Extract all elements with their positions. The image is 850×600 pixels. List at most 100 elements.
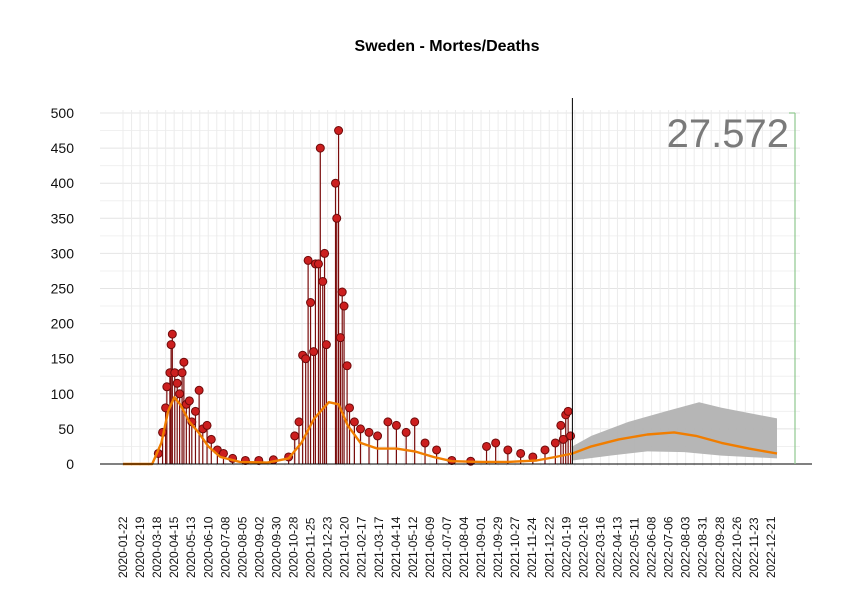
y-tick-label: 450 [51,140,75,156]
daily-deaths-point [410,417,420,427]
daily-deaths-point [170,368,180,378]
daily-deaths-point [321,340,331,350]
y-tick-label: 200 [51,316,75,332]
daily-deaths-point [503,445,513,455]
daily-deaths-point [355,424,365,434]
daily-deaths-point [349,417,359,427]
daily-deaths-point [166,340,176,350]
daily-deaths-point [373,431,383,441]
daily-deaths-point [432,445,442,455]
daily-deaths-point [294,417,304,427]
x-axis-ticks: 2020-01-22 2020-02-19 2020-03-18 2020-04-15… [116,516,778,578]
x-tick-label: 2022-01-19 [559,516,573,578]
daily-deaths-point [290,431,300,441]
daily-deaths-stems [157,130,572,464]
y-tick-label: 250 [51,281,75,297]
total-annotation: 27.572 [667,112,789,156]
y-tick-label: 100 [51,386,75,402]
x-tick-label: 2020-10-28 [287,516,301,578]
daily-deaths-point [315,143,325,153]
daily-deaths-point [563,406,573,416]
x-tick-label: 2022-11-23 [747,517,761,578]
x-tick-label: 2020-08-05 [235,516,249,578]
y-tick-label: 0 [66,456,74,472]
x-tick-label: 2021-01-20 [338,516,352,578]
x-tick-label: 2022-10-26 [730,516,744,578]
x-tick-label: 2020-04-15 [167,516,181,578]
daily-deaths-point [391,420,401,430]
daily-deaths-point [556,420,566,430]
x-tick-label: 2022-08-03 [679,516,693,578]
axes [100,98,812,465]
daily-deaths-point [482,441,492,451]
x-tick-label: 2021-09-01 [474,516,488,578]
x-tick-label: 2021-07-07 [440,516,454,578]
daily-deaths-point [313,259,323,269]
x-tick-label: 2021-09-29 [491,516,505,578]
x-tick-label: 2022-09-28 [713,516,727,578]
daily-deaths-point [177,368,187,378]
daily-deaths-point [516,448,526,458]
daily-deaths-point [206,434,216,444]
daily-deaths-point [303,255,313,265]
daily-deaths-point [306,298,316,308]
y-tick-label: 500 [51,105,75,121]
daily-deaths-point [566,431,576,441]
x-tick-label: 2021-12-22 [542,516,556,578]
x-tick-label: 2022-07-06 [662,516,676,578]
daily-deaths-point [339,301,349,311]
x-tick-label: 2022-12-21 [764,516,778,578]
daily-deaths-point [179,357,189,367]
daily-deaths-point [420,438,430,448]
x-tick-label: 2020-11-25 [304,517,318,578]
x-tick-label: 2021-10-27 [508,516,522,578]
x-tick-label: 2021-04-14 [389,516,403,578]
daily-deaths-point [172,378,182,388]
y-axis-ticks: 0 50 100 150 200 250 300 350 400 450 500 [51,105,75,472]
grid [100,110,800,466]
x-tick-label: 2021-02-17 [355,516,369,578]
x-tick-label: 2021-08-04 [457,516,471,578]
x-tick-label: 2021-03-17 [372,516,386,578]
x-tick-label: 2022-03-16 [593,516,607,578]
smoothed-trend-line [123,396,778,466]
daily-deaths-point [337,287,347,297]
daily-deaths-point [162,382,172,392]
daily-deaths-point [342,361,352,371]
daily-deaths-point [167,329,177,339]
x-tick-label: 2020-07-08 [218,516,232,578]
daily-deaths-point [335,333,345,343]
x-tick-label: 2022-02-16 [576,516,590,578]
y-tick-label: 400 [51,175,75,191]
chart-title: Sweden - Mortes/Deaths [354,38,540,55]
daily-deaths-point [331,178,341,188]
daily-deaths-point [301,354,311,364]
daily-deaths-point [175,389,185,399]
x-tick-label: 2022-05-11 [628,517,642,578]
daily-deaths-point [309,347,319,357]
y-tick-label: 350 [51,210,75,226]
smoothed-trend-path [123,396,778,466]
daily-deaths-point [318,276,328,286]
daily-deaths-point [190,406,200,416]
daily-deaths-point [332,213,342,223]
daily-deaths-points [153,126,576,466]
x-tick-label: 2020-09-30 [269,516,283,578]
daily-deaths-point [194,385,204,395]
y-tick-label: 50 [58,421,74,437]
daily-deaths-point [320,248,330,258]
daily-deaths-point [540,445,550,455]
x-tick-label: 2022-06-08 [645,516,659,578]
x-tick-label: 2021-11-24 [525,517,539,578]
x-tick-label: 2022-04-13 [610,516,624,578]
daily-deaths-point [491,438,501,448]
daily-deaths-point [202,420,212,430]
daily-deaths-point [550,438,560,448]
x-tick-label: 2020-02-19 [133,516,147,578]
daily-deaths-point [184,396,194,406]
daily-deaths-point [558,434,568,444]
daily-deaths-point [383,417,393,427]
daily-deaths-point [345,403,355,413]
daily-deaths-point [364,427,374,437]
